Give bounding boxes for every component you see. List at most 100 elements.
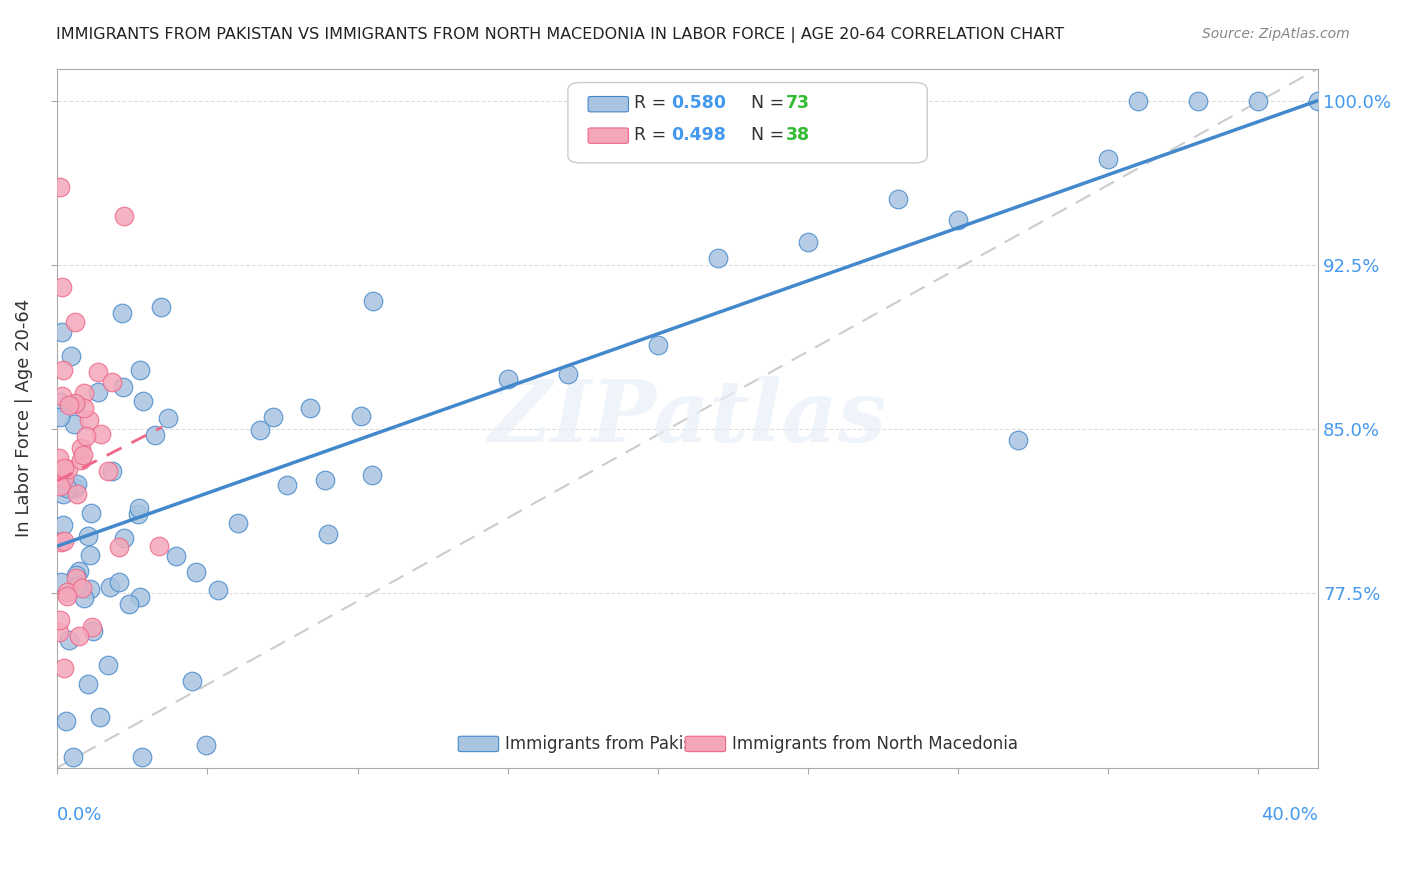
Point [112,209,135,223]
Point [207,582,229,597]
FancyBboxPatch shape [458,736,499,752]
Point [52,363,75,377]
Point [49,410,72,425]
Point [73,386,96,401]
Point [111,306,134,320]
Point [128,363,150,377]
Point [101,375,124,389]
Text: R =: R = [634,126,671,144]
Point [228,516,250,530]
Point [65,397,87,411]
Text: IMMIGRANTS FROM PAKISTAN VS IMMIGRANTS FROM NORTH MACEDONIA IN LABOR FORCE | AGE: IMMIGRANTS FROM PAKISTAN VS IMMIGRANTS F… [56,27,1064,43]
Point [157,410,180,425]
Point [75,429,97,443]
Point [263,409,285,424]
Point [314,473,336,487]
Point [797,235,820,250]
Point [117,598,139,612]
Text: N =: N = [751,126,790,144]
Point [82,624,104,638]
FancyBboxPatch shape [685,736,725,752]
Point [180,674,202,689]
Point [70,453,93,467]
Point [87,366,110,380]
Point [48,624,70,639]
Point [59,349,82,363]
Point [66,579,89,593]
Y-axis label: In Labor Force | Age 20-64: In Labor Force | Age 20-64 [15,299,32,537]
Point [165,549,187,563]
Point [87,384,110,399]
Point [90,426,112,441]
Point [49,395,72,409]
Point [706,252,728,266]
Point [131,393,153,408]
Point [1097,153,1119,167]
Point [52,661,75,675]
Text: 0.580: 0.580 [671,95,727,112]
Point [80,620,103,634]
Point [195,738,218,752]
Point [496,372,519,386]
Point [1308,95,1330,109]
Point [1187,95,1209,109]
Point [51,280,73,294]
Text: N =: N = [751,95,790,112]
Point [1126,95,1149,109]
Point [1247,95,1270,109]
Point [58,398,80,412]
Point [49,535,72,549]
Point [51,325,73,339]
Text: 40.0%: 40.0% [1261,806,1319,824]
Point [647,338,669,352]
Point [128,500,150,515]
Point [63,396,86,410]
Point [73,401,96,415]
Point [108,540,131,554]
Point [58,461,80,475]
Point [98,580,121,594]
Text: 73: 73 [786,95,810,112]
Text: ZIPatlas: ZIPatlas [489,376,887,460]
Point [148,539,170,553]
Text: R =: R = [634,95,671,112]
Point [70,442,93,456]
Point [350,409,373,423]
Point [52,487,75,501]
Point [66,486,89,500]
Point [80,506,103,520]
Point [66,476,89,491]
Point [52,533,75,548]
Text: Immigrants from North Macedonia: Immigrants from North Macedonia [733,735,1018,753]
Point [56,589,79,603]
Point [72,448,94,462]
Text: Source: ZipAtlas.com: Source: ZipAtlas.com [1202,27,1350,41]
Point [89,710,111,724]
Point [53,460,76,475]
Point [77,677,100,691]
Point [276,478,298,492]
Point [97,657,120,672]
Point [58,632,80,647]
Point [62,481,84,495]
Point [150,300,173,314]
Point [55,481,77,495]
Point [67,629,90,643]
Point [318,527,340,541]
FancyBboxPatch shape [588,128,628,144]
Point [48,479,70,493]
Point [67,564,90,578]
FancyBboxPatch shape [568,82,928,163]
Point [112,531,135,545]
Point [946,213,969,227]
Point [101,464,124,478]
Point [298,401,321,415]
Point [73,591,96,605]
Point [52,517,75,532]
Point [49,613,72,627]
Point [70,581,93,595]
Point [1007,434,1029,448]
Point [62,749,84,764]
Point [129,590,152,604]
Point [65,315,87,329]
